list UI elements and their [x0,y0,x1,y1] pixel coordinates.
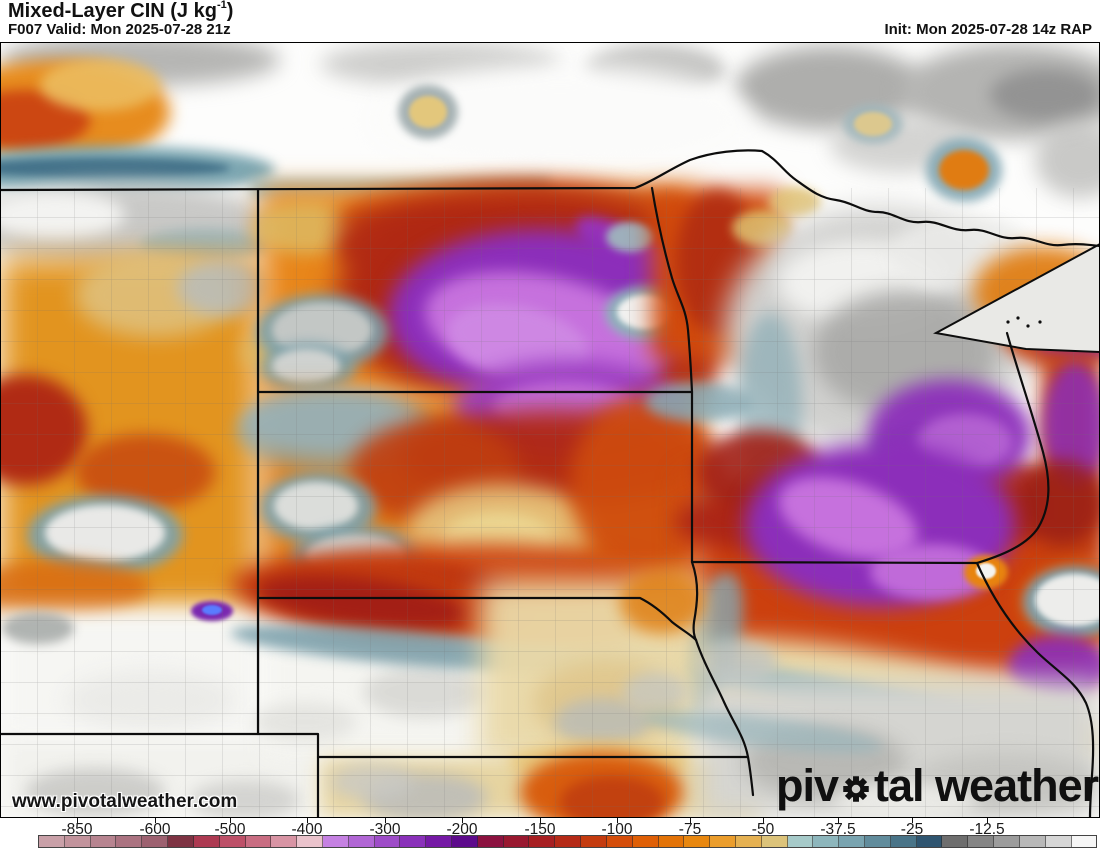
valid-time-label: F007 Valid: Mon 2025-07-28 21z [8,21,231,38]
colorbar-tickmark [77,818,78,823]
colorbar-tick-label: -150 [524,821,556,838]
colorbar-cell [116,836,143,847]
colorbar-tickmark [155,818,156,823]
colorbar-tickmark [230,818,231,823]
colorbar-cell [942,836,969,847]
colorbar-tick-label: -50 [751,821,775,838]
colorbar-cell [735,836,762,847]
colorbar-tick-label: -300 [369,821,401,838]
colorbar-cell [632,836,659,847]
colorbar-cell [400,836,427,847]
colorbar-cell [865,836,891,847]
colorbar-tick-label: -400 [291,821,323,838]
pivotal-weather-logo: piv tal weather [776,760,1099,812]
colorbar-cell [916,836,943,847]
colorbar-cell [193,836,220,847]
colorbar-tick-label: -12.5 [969,821,1005,838]
lake-superior [933,242,1100,354]
colorbar-tick-label: -850 [61,821,93,838]
colorbar-tickmark [912,818,913,823]
colorbar-cell [813,836,840,847]
colorbar-tickmark [987,818,988,823]
colorbar-cell [581,836,607,847]
watermark-url: www.pivotalweather.com [12,791,238,812]
page-title: Mixed-Layer CIN (J kg-1) [8,0,234,22]
colorbar-cell [606,836,633,847]
colorbar-cell [658,836,685,847]
colorbar-cell [710,836,736,847]
colorbar-cell [1019,836,1046,847]
colorbar-cell [142,836,169,847]
colorbar-cell [90,836,117,847]
colorbar-cell [503,836,530,847]
colorbar-tickmark [617,818,618,823]
colorbar-cell [39,836,65,847]
colorbar-tickmark [838,818,839,823]
colorbar-cell [168,836,194,847]
colorbar-cell [994,836,1020,847]
logo-text-pre: piv [776,760,839,811]
colorbar-tickmark [385,818,386,823]
colorbar-cell [787,836,814,847]
colorbar-cell [968,836,995,847]
colorbar-cell [555,836,582,847]
colorbar-cell [529,836,556,847]
colorbar-tick-label: -200 [446,821,478,838]
colorbar-cell [1071,836,1097,847]
colorbar-tickmark [763,818,764,823]
colorbar-tick-label: -600 [139,821,171,838]
title-superscript: -1 [216,0,227,12]
colorbar-cell [271,836,298,847]
colorbar-cell [348,836,375,847]
gear-icon [843,776,869,802]
colorbar-cell [684,836,711,847]
header: Mixed-Layer CIN (J kg-1) F007 Valid: Mon… [0,0,1100,42]
colorbar-cell [426,836,452,847]
colorbar-tick-label: -37.5 [820,821,856,838]
colorbar-cells [38,835,1097,848]
colorbar-cell [761,836,788,847]
colorbar-cell [477,836,504,847]
state-borders [0,149,1100,818]
colorbar-tickmark [540,818,541,823]
colorbar-cell [245,836,272,847]
init-time-label: Init: Mon 2025-07-28 14z RAP [884,21,1092,38]
county-grid [0,188,1100,818]
colorbar-tickmark [690,818,691,823]
colorbar-tickmark [307,818,308,823]
colorbar-cell [219,836,246,847]
colorbar-cell [297,836,323,847]
colorbar-cell [452,836,478,847]
color-scale: -850 -600 -500 -400 -300 -200 -150 -100 -75 -50 -3… [0,818,1100,850]
colorbar-tick-label: -100 [601,821,633,838]
colorbar-cell [890,836,917,847]
colorbar-tick-label: -25 [900,821,924,838]
colorbar-cell [839,836,865,847]
colorbar-cell [374,836,401,847]
colorbar-tick-label: -500 [214,821,246,838]
colorbar-tick-label: -75 [678,821,702,838]
logo-text-post: tal weather [874,760,1099,811]
colorbar-tickmark [462,818,463,823]
colorbar-cell [1045,836,1072,847]
colorbar-cell [322,836,349,847]
colorbar-cell [64,836,91,847]
